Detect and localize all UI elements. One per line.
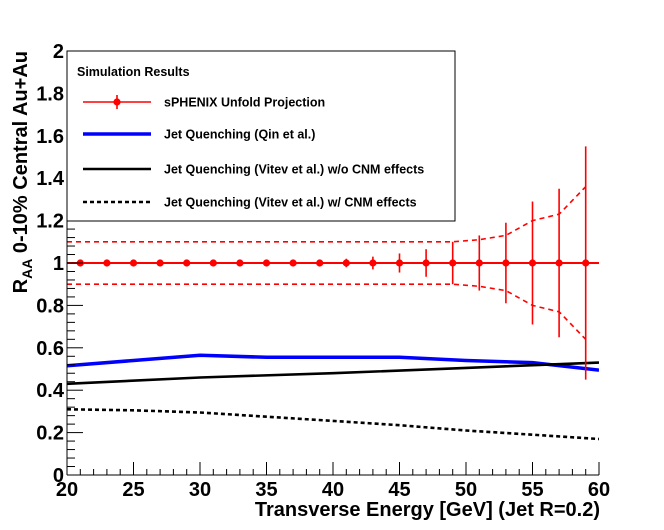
data-point (369, 259, 377, 267)
legend-swatch-marker (113, 98, 121, 106)
x-tick-label: 45 (388, 479, 410, 501)
data-point (475, 259, 483, 267)
y-tick-label: 0.2 (36, 423, 64, 445)
y-axis-title-rest: 0-10% Central Au+Au (10, 51, 32, 259)
data-point (103, 259, 111, 267)
x-tick-label: 60 (588, 479, 610, 501)
x-tick-label: 55 (521, 479, 543, 501)
y-tick-label: 2 (53, 41, 64, 63)
y-tick-label: 1.4 (36, 168, 65, 190)
legend-entry-label: Jet Quenching (Vitev et al.) w/o CNM eff… (164, 163, 424, 177)
x-tick-label: 30 (189, 479, 211, 501)
y-tick-label: 1.2 (36, 211, 64, 233)
legend-header: Simulation Results (77, 65, 190, 79)
data-point (236, 259, 244, 267)
series-line-2 (67, 361, 599, 386)
y-axis-title: RAA 0-10% Central Au+Au (10, 51, 35, 293)
y-axis-title-main: R (10, 278, 32, 293)
data-point (582, 259, 590, 267)
legend-entry-label: Jet Quenching (Qin et al.) (164, 128, 315, 142)
data-points-group (67, 146, 599, 380)
data-point (449, 259, 457, 267)
x-tick-label: 35 (255, 479, 277, 501)
x-tick-label: 25 (122, 479, 144, 501)
data-point (129, 259, 138, 267)
data-point (395, 259, 404, 267)
data-point (502, 259, 510, 267)
legend-entry-label: Jet Quenching (Vitev et al.) w/ CNM effe… (164, 196, 417, 210)
data-point (209, 259, 217, 267)
y-tick-label: 0 (53, 465, 64, 487)
data-point (289, 259, 297, 267)
y-tick-label: 1 (53, 253, 64, 275)
series-line-1 (67, 353, 599, 372)
x-tick-label: 50 (455, 479, 477, 501)
axes-group: 20 25 30 35 40 45 50 55 60 0 0.2 0.4 0.6 0.8 1 1.2 1.4 1.… (36, 41, 610, 501)
data-point (342, 259, 350, 267)
data-point (528, 259, 537, 267)
x-tick-label: 40 (322, 479, 344, 501)
data-point (183, 259, 191, 267)
x-axis-title: Transverse Energy [GeV] (Jet R=0.2) (255, 499, 600, 521)
y-axis-title-subscript: AA (19, 259, 35, 279)
data-point (262, 259, 271, 267)
y-tick-label: 0.8 (36, 295, 64, 317)
y-tick-label: 1.8 (36, 83, 64, 105)
x-tick-label: 20 (56, 479, 78, 501)
y-tick-label: 1.6 (36, 126, 64, 148)
y-tick-label: 0.6 (36, 338, 64, 360)
series-line-3 (67, 408, 599, 441)
band-lower-line (67, 283, 587, 340)
projection-band-group (67, 186, 587, 340)
legend: Simulation Results sPHENIX Unfold Projec… (66, 50, 456, 222)
data-point (316, 259, 324, 267)
theory-curves-group (67, 353, 599, 441)
data-point (422, 259, 430, 267)
data-point (555, 259, 563, 267)
y-tick-label: 0.4 (36, 380, 65, 402)
legend-entry-label: sPHENIX Unfold Projection (164, 96, 325, 110)
band-upper-line (67, 186, 587, 243)
legend-box (66, 50, 456, 222)
data-point (156, 259, 164, 267)
